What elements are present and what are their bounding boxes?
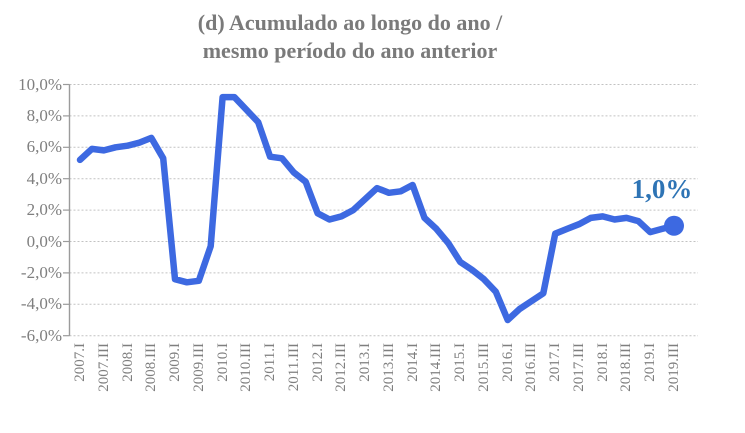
x-axis-tick-label: 2016.I [499,343,516,382]
x-axis-tick-label: 2019.III [666,343,682,392]
chart-title-line1: (d) Acumulado ao longo do ano / [197,10,503,35]
x-axis-tick-label: 2018.I [594,343,611,382]
x-axis-tick-label: 2017.III [570,343,587,392]
y-axis-tick-label: -4,0% [20,294,62,314]
last-point-marker [664,215,684,236]
x-axis-tick-label: 2013.I [357,343,374,382]
chart-title-line2: mesmo período do ano anterior [202,38,498,63]
x-axis-tick-label: 2010.I [214,343,231,382]
chart-title: (d) Acumulado ao longo do ano / mesmo pe… [40,9,660,65]
y-axis-tick-label: -2,0% [20,262,62,282]
y-axis-tick-label: 6,0% [26,137,62,157]
y-axis-tick-label: 8,0% [26,105,62,125]
x-axis-tick-label: 2014.III [428,343,445,392]
x-axis-tick-label: 2013.III [380,343,397,392]
x-axis-tick-label: 2008.III [143,343,160,392]
x-axis-tick-label: 2007.I [72,343,88,382]
x-axis-tick-label: 2008.I [119,343,136,382]
y-axis-tick-label: 4,0% [26,168,62,188]
x-axis-tick-label: 2015.III [475,343,492,392]
y-axis-tick-label: 2,0% [26,200,62,220]
last-point-data-label: 1,0% [631,174,693,204]
x-axis-tick-label: 2012.I [309,343,326,382]
x-axis-tick-label: 2012.III [333,343,350,392]
x-axis-tick-label: 2017.I [547,343,564,382]
x-axis-tick-label: 2014.I [404,343,421,382]
y-axis-tick-label: 10,0% [18,74,62,94]
x-axis-tick-label: 2019.I [642,343,659,382]
y-axis-tick-label: 0,0% [26,231,62,251]
y-axis-tick-label: -6,0% [20,325,62,345]
x-axis-tick-label: 2009.III [190,343,207,392]
x-axis-tick-label: 2010.III [238,343,255,392]
x-axis-tick-label: 2016.III [523,343,540,392]
x-axis-tick-label: 2009.I [167,343,184,382]
x-axis-tick-label: 2007.III [95,343,112,392]
x-axis-tick-label: 2011.III [285,343,302,392]
x-axis-tick-label: 2011.I [262,343,279,382]
x-axis-tick-label: 2018.III [618,343,635,392]
x-axis-tick-label: 2015.I [452,343,469,382]
data-line [76,93,678,324]
